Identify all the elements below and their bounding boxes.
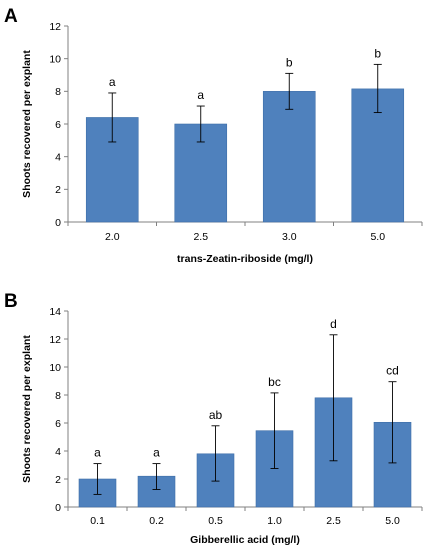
y-tick-label: 6 bbox=[55, 418, 61, 430]
significance-label: b bbox=[286, 55, 293, 69]
y-tick-label: 8 bbox=[55, 86, 61, 98]
y-tick-label: 0 bbox=[55, 502, 61, 514]
panel-a: A 0 2 4 6 8 10 12 a 2.0 a 2.5 b 3.0 b 5.0 trans-Zeatin-r… bbox=[4, 6, 423, 265]
x-axis-title: Gibberellic acid (mg/l) bbox=[190, 534, 300, 546]
x-tick-label: 3.0 bbox=[282, 231, 297, 243]
panel-letter: B bbox=[4, 291, 18, 312]
x-tick-label: 5.0 bbox=[370, 231, 385, 243]
x-tick-label: 0.1 bbox=[90, 515, 105, 527]
x-tick-label: 0.5 bbox=[208, 515, 223, 527]
y-tick-label: 12 bbox=[49, 21, 61, 33]
significance-label: cd bbox=[386, 364, 399, 378]
significance-label: a bbox=[197, 88, 204, 102]
x-tick-label: 5.0 bbox=[385, 515, 400, 527]
significance-label: bc bbox=[268, 375, 281, 389]
x-tick-label: 1.0 bbox=[267, 515, 282, 527]
y-tick-label: 10 bbox=[49, 362, 61, 374]
significance-label: d bbox=[330, 317, 337, 331]
y-tick-label: 2 bbox=[55, 474, 61, 486]
y-tick-label: 0 bbox=[55, 217, 61, 229]
x-tick-label: 2.0 bbox=[105, 231, 120, 243]
x-tick-label: 0.2 bbox=[149, 515, 164, 527]
x-axis-title: trans-Zeatin-riboside (mg/l) bbox=[177, 253, 313, 265]
y-tick-label: 12 bbox=[49, 334, 61, 346]
y-tick-label: 2 bbox=[55, 184, 61, 196]
panel-letter: A bbox=[4, 6, 18, 27]
y-tick-label: 10 bbox=[49, 53, 61, 65]
x-tick-label: 2.5 bbox=[193, 231, 208, 243]
y-tick-label: 4 bbox=[55, 446, 61, 458]
significance-label: a bbox=[109, 75, 116, 89]
y-tick-label: 4 bbox=[55, 151, 61, 163]
y-tick-label: 8 bbox=[55, 390, 61, 402]
y-axis-title: Shoots recovered per explant bbox=[21, 50, 33, 198]
y-tick-label: 6 bbox=[55, 119, 61, 131]
significance-label: ab bbox=[209, 408, 223, 422]
significance-label: a bbox=[94, 446, 101, 460]
panel-b: B 0 2 4 6 8 10 12 14 a 0.1 a 0.2 ab 0.5 bc 1.0 d 2.5 cd 5.0 G… bbox=[4, 291, 423, 546]
bar bbox=[262, 91, 316, 223]
y-tick-label: 14 bbox=[49, 306, 61, 318]
x-tick-label: 2.5 bbox=[326, 515, 341, 527]
significance-label: b bbox=[374, 46, 381, 60]
y-axis-title: Shoots recovered per explant bbox=[21, 335, 33, 483]
significance-label: a bbox=[153, 446, 160, 460]
